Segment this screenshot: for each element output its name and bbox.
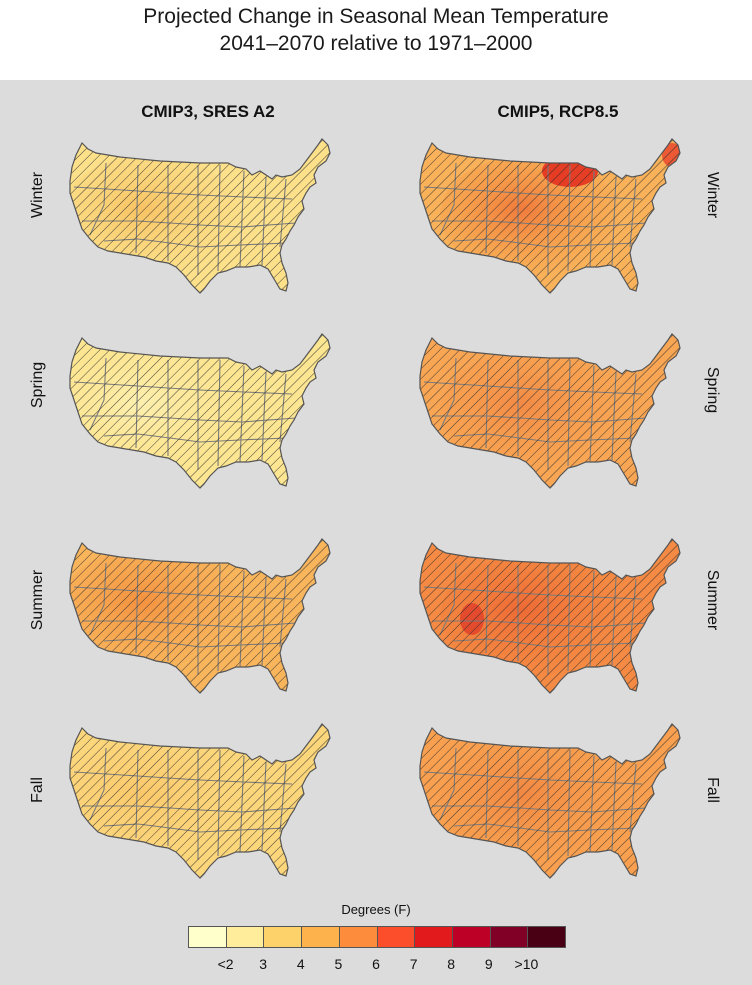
legend-tick-label: <2: [217, 956, 234, 972]
legend-title: Degrees (F): [341, 902, 411, 917]
column-header-cmip3: CMIP3, SRES A2: [141, 102, 275, 121]
legend-color-bar: [188, 926, 566, 948]
season-label-left-fall: Fall: [29, 777, 46, 803]
legend-tick-label: 8: [447, 956, 456, 972]
us-map-summer-cmip3: [69, 538, 331, 694]
legend-swatch: [528, 927, 566, 947]
season-label-right-winter: Winter: [704, 171, 721, 219]
season-label-right-summer: Summer: [704, 569, 721, 631]
legend-tick-label: 9: [484, 956, 493, 972]
legend-swatch: [415, 927, 453, 947]
legend-swatch: [339, 927, 378, 947]
us-map-winter-cmip3: [69, 138, 331, 294]
season-label-left-winter: Winter: [29, 171, 46, 219]
season-label-right-spring: Spring: [704, 366, 721, 414]
season-label-left-spring: Spring: [29, 361, 46, 409]
legend-tick-label: 5: [334, 956, 343, 972]
legend-swatch: [452, 927, 491, 947]
us-map-summer-cmip5: [419, 538, 681, 694]
us-map-fall-cmip3: [69, 723, 331, 879]
legend-swatch: [189, 927, 227, 947]
figure-title: Projected Change in Seasonal Mean Temper…: [0, 0, 752, 80]
column-header-cmip5: CMIP5, RCP8.5: [497, 102, 619, 121]
legend-swatch: [226, 927, 265, 947]
legend-tick-label: >10: [514, 956, 539, 972]
legend-swatch: [490, 927, 529, 947]
legend-swatch: [302, 927, 340, 947]
legend-swatch: [377, 927, 416, 947]
us-map-spring-cmip5: [419, 333, 681, 489]
us-map-winter-cmip5: [419, 138, 681, 294]
season-label-right-fall: Fall: [704, 777, 721, 803]
title-line-1: Projected Change in Seasonal Mean Temper…: [143, 5, 609, 28]
us-map-spring-cmip3: [69, 333, 331, 489]
legend-tick-label: 4: [296, 956, 305, 972]
legend-tick-label: 7: [409, 956, 418, 972]
legend-tick-label: 6: [372, 956, 380, 972]
legend-tick-label: 3: [259, 956, 268, 972]
map-panel: CMIP3, SRES A2 CMIP5, RCP8.5 Winter Spri…: [0, 80, 752, 985]
legend-swatch: [264, 927, 303, 947]
us-map-fall-cmip5: [419, 723, 681, 879]
season-label-left-summer: Summer: [29, 569, 46, 631]
title-line-2: 2041–2070 relative to 1971–2000: [219, 32, 533, 55]
